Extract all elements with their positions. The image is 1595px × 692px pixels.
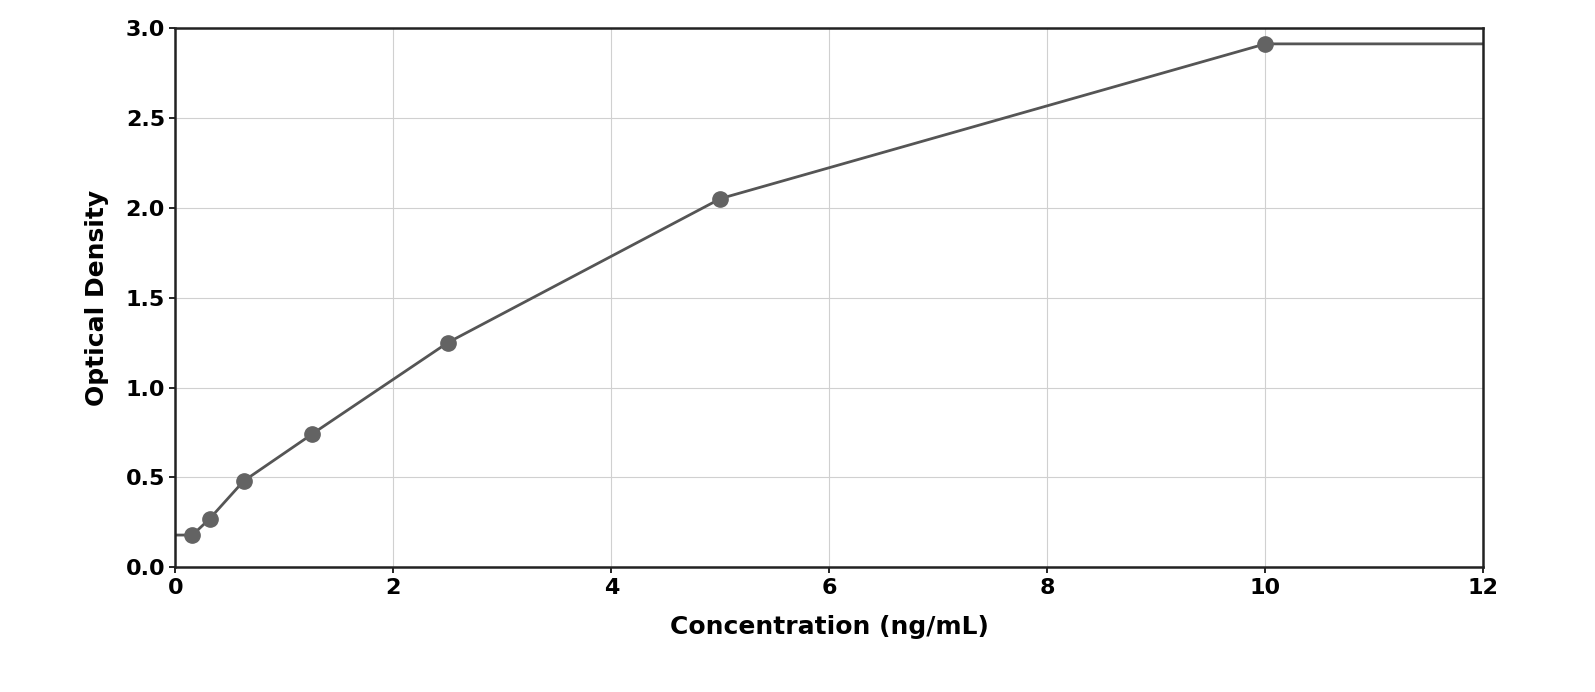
Y-axis label: Optical Density: Optical Density: [85, 190, 108, 406]
Point: [435, 337, 461, 348]
X-axis label: Concentration (ng/mL): Concentration (ng/mL): [670, 614, 989, 639]
Point: [708, 193, 734, 204]
Point: [180, 529, 206, 540]
Point: [298, 429, 324, 440]
Point: [231, 475, 257, 486]
Point: [196, 513, 222, 525]
Point: [1252, 38, 1278, 49]
